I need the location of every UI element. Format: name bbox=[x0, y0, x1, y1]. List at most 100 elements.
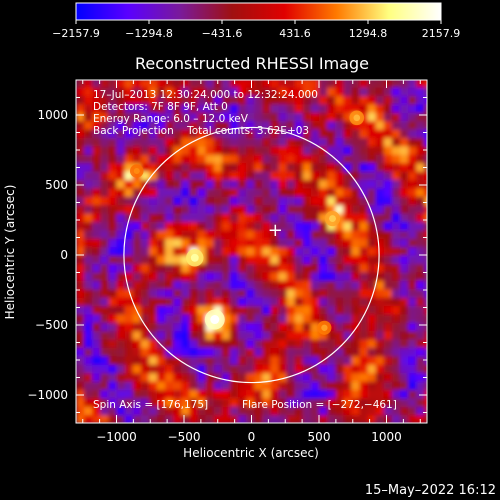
image-pixel bbox=[416, 238, 425, 248]
image-pixel bbox=[375, 263, 385, 273]
image-pixel bbox=[310, 129, 320, 138]
image-pixel bbox=[148, 137, 158, 147]
image-pixel bbox=[213, 297, 223, 306]
image-pixel bbox=[165, 112, 174, 122]
image-pixel bbox=[359, 187, 369, 197]
image-pixel bbox=[100, 397, 109, 407]
image-pixel bbox=[84, 80, 93, 88]
image-pixel bbox=[335, 103, 344, 113]
image-pixel bbox=[100, 414, 109, 423]
image-pixel bbox=[286, 397, 296, 407]
image-pixel bbox=[270, 288, 280, 298]
image-pixel bbox=[319, 347, 328, 357]
image-pixel bbox=[383, 372, 393, 382]
image-pixel bbox=[197, 288, 207, 298]
image-pixel bbox=[165, 364, 174, 374]
image-pixel bbox=[148, 389, 158, 399]
image-pixel bbox=[302, 280, 312, 290]
annotation-detectors: Detectors: 7F 8F 9F, Att 0 bbox=[93, 101, 228, 113]
image-pixel bbox=[375, 171, 385, 180]
image-pixel bbox=[108, 80, 118, 88]
image-pixel bbox=[100, 381, 109, 390]
image-pixel bbox=[343, 339, 352, 348]
image-pixel bbox=[302, 162, 312, 172]
image-pixel bbox=[359, 322, 369, 332]
image-pixel bbox=[92, 246, 101, 256]
image-pixel bbox=[383, 271, 393, 281]
image-pixel bbox=[335, 179, 344, 189]
image-pixel bbox=[116, 381, 126, 390]
image-pixel bbox=[367, 103, 377, 113]
image-pixel bbox=[132, 297, 142, 306]
image-pixel bbox=[294, 204, 304, 214]
image-pixel bbox=[238, 263, 247, 273]
image-pixel bbox=[278, 196, 288, 206]
image-pixel bbox=[262, 297, 271, 306]
image-pixel bbox=[173, 414, 182, 423]
image-pixel bbox=[181, 397, 190, 407]
image-pixel bbox=[375, 137, 385, 147]
image-pixel bbox=[221, 347, 231, 357]
image-pixel bbox=[335, 255, 344, 264]
image-pixel bbox=[424, 120, 427, 130]
image-pixel bbox=[246, 263, 255, 273]
image-pixel bbox=[327, 263, 336, 273]
image-pixel bbox=[254, 204, 263, 214]
image-pixel bbox=[213, 372, 223, 382]
image-pixel bbox=[310, 187, 320, 197]
image-pixel bbox=[108, 154, 118, 164]
image-pixel bbox=[319, 221, 328, 231]
image-pixel bbox=[327, 297, 336, 306]
image-pixel bbox=[181, 372, 190, 382]
image-pixel bbox=[238, 145, 247, 155]
image-pixel bbox=[92, 196, 101, 206]
image-pixel bbox=[278, 255, 288, 264]
image-pixel bbox=[343, 137, 352, 147]
image-pixel bbox=[391, 120, 401, 130]
image-pixel bbox=[400, 389, 409, 399]
image-pixel bbox=[76, 406, 85, 416]
image-pixel bbox=[294, 280, 304, 290]
image-pixel bbox=[148, 280, 158, 290]
image-pixel bbox=[286, 381, 296, 390]
image-pixel bbox=[383, 120, 393, 130]
image-pixel bbox=[367, 322, 377, 332]
image-pixel bbox=[351, 187, 361, 197]
image-pixel bbox=[246, 145, 255, 155]
image-pixel bbox=[108, 322, 118, 332]
image-pixel bbox=[351, 229, 361, 239]
image-pixel bbox=[383, 137, 393, 147]
image-pixel bbox=[108, 145, 118, 155]
image-pixel bbox=[416, 255, 425, 264]
image-pixel bbox=[270, 129, 280, 138]
image-pixel bbox=[286, 95, 296, 105]
image-pixel bbox=[254, 255, 263, 264]
image-pixel bbox=[424, 112, 427, 122]
image-pixel bbox=[335, 238, 344, 248]
image-pixel bbox=[205, 414, 215, 423]
image-pixel bbox=[189, 179, 199, 189]
image-pixel bbox=[173, 221, 182, 231]
image-pixel bbox=[229, 112, 239, 122]
image-pixel bbox=[391, 137, 401, 147]
image-pixel bbox=[213, 213, 223, 222]
image-pixel bbox=[383, 255, 393, 264]
image-pixel bbox=[343, 95, 352, 105]
image-pixel bbox=[197, 397, 207, 407]
image-pixel bbox=[424, 288, 427, 298]
image-pixel bbox=[408, 288, 417, 298]
image-pixel bbox=[310, 196, 320, 206]
image-pixel bbox=[76, 414, 85, 423]
image-pixel bbox=[189, 406, 199, 416]
image-pixel bbox=[286, 229, 296, 239]
image-pixel bbox=[416, 137, 425, 147]
image-pixel bbox=[400, 162, 409, 172]
image-pixel bbox=[84, 179, 93, 189]
image-pixel bbox=[124, 322, 134, 332]
image-pixel bbox=[294, 347, 304, 357]
image-pixel bbox=[76, 364, 85, 374]
image-pixel bbox=[270, 80, 280, 88]
image-pixel bbox=[408, 120, 417, 130]
image-pixel bbox=[124, 339, 134, 348]
image-pixel bbox=[254, 171, 263, 180]
